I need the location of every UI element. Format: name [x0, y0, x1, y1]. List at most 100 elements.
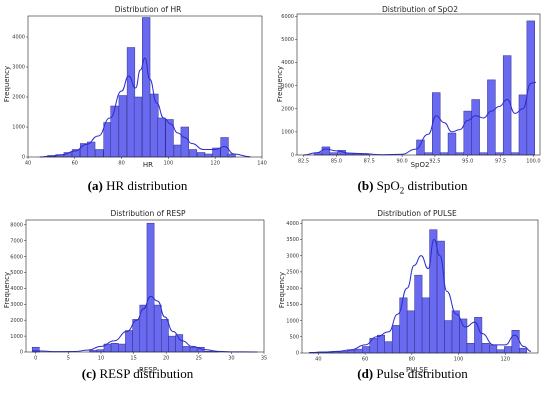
- x-tick-label: 30: [228, 356, 234, 362]
- x-tick-label: 100: [164, 161, 174, 167]
- x-tick-label: 87.5: [364, 159, 375, 165]
- y-tick-label: 1000: [281, 130, 294, 136]
- histogram-bar: [391, 325, 400, 354]
- caption-letter: (c): [81, 366, 97, 381]
- x-tick-label: 80: [118, 161, 124, 167]
- plot-area: 40 60 80 100 120 140 0 1000 2000 3000 4000: [12, 15, 267, 167]
- histogram-bar: [197, 152, 206, 158]
- histogram-bar: [132, 319, 141, 353]
- histogram-bar: [399, 297, 408, 354]
- plot-frame: [301, 219, 539, 354]
- plot-area: 40 60 80 100 120 0 500 1000 1500 2000 2500 3000 3500…: [286, 219, 539, 363]
- histogram-bar: [439, 152, 449, 156]
- caption-text: Pulse distribution: [376, 366, 468, 381]
- caption-suffix: distribution: [404, 178, 468, 193]
- histogram-bar: [125, 330, 133, 353]
- x-axis-label: RESP: [139, 366, 157, 374]
- histogram-bar: [489, 344, 498, 354]
- caption-letter: (b): [357, 178, 374, 193]
- x-tick-label: 140: [257, 161, 267, 167]
- x-tick-label: 20: [163, 356, 169, 362]
- histogram-bar: [321, 146, 331, 156]
- plot-frame: [25, 219, 265, 353]
- histogram-bar: [354, 348, 363, 354]
- x-tick-label: 97.5: [495, 159, 506, 165]
- histogram-bar: [455, 152, 465, 156]
- histogram-bar: [429, 229, 438, 354]
- histogram-bar: [96, 349, 105, 353]
- y-axis-label: Frequency: [3, 66, 11, 102]
- x-tick-label: 5: [67, 356, 70, 362]
- y-tick-label: 4000: [12, 35, 25, 41]
- y-axis-label: Frequency: [3, 272, 11, 308]
- y-tick-label: 3000: [286, 253, 299, 259]
- caption-letter: (d): [357, 366, 374, 381]
- histogram-bar: [421, 297, 430, 354]
- histogram-bar: [376, 334, 385, 354]
- histogram-bar: [496, 349, 505, 354]
- histogram-bar: [110, 343, 119, 353]
- kde-curve: [32, 295, 258, 353]
- y-tick-label: 2000: [281, 106, 294, 112]
- x-tick-label: 120: [210, 161, 220, 167]
- histogram-bar: [511, 330, 520, 354]
- x-tick-label: 82.5: [298, 159, 309, 165]
- y-tick-label: 6000: [281, 14, 294, 20]
- x-axis-label: SpO2: [411, 161, 430, 169]
- x-tick-label: 92.5: [429, 159, 440, 165]
- caption-sub: 2: [399, 185, 405, 196]
- caption-hr: (a) HR distribution: [0, 178, 275, 194]
- caption-text: HR distribution: [106, 178, 188, 193]
- histogram-bar: [126, 47, 136, 158]
- histogram-bar: [157, 117, 166, 158]
- histogram-bar: [180, 126, 189, 158]
- panel-spo2: Distribution of SpO2 SpO2 Frequency 82.5…: [275, 0, 550, 204]
- y-tick-label: 1500: [286, 302, 299, 308]
- histogram-bar: [487, 79, 496, 156]
- y-tick-label: 1000: [12, 125, 25, 131]
- histogram-bar: [432, 92, 441, 156]
- histogram-bar: [189, 346, 198, 353]
- panel-resp: Distribution of RESP RESP Frequency 0 5 10…: [0, 204, 275, 408]
- caption-letter: (a): [87, 178, 103, 193]
- x-tick-label: 15: [130, 356, 136, 362]
- y-tick-label: 1000: [286, 318, 299, 324]
- y-tick-label: 6000: [10, 254, 23, 260]
- y-axis-label: Frequency: [276, 66, 284, 102]
- y-tick-label: 7000: [10, 238, 23, 244]
- caption-spo2: (b) SpO2 distribution: [275, 178, 550, 196]
- histogram-bar: [168, 335, 176, 353]
- x-tick-label: 95.0: [462, 159, 473, 165]
- histogram-bar: [384, 341, 393, 354]
- histogram-bar: [146, 222, 155, 353]
- histogram-bar: [118, 95, 127, 158]
- y-tick-label: 3000: [281, 83, 294, 89]
- x-tick-label: 35: [261, 356, 267, 362]
- histogram-bar: [504, 346, 513, 354]
- x-tick-label: 100: [454, 357, 464, 363]
- histogram-bar: [519, 347, 528, 354]
- histogram-bar: [471, 99, 480, 156]
- histogram-bar: [182, 346, 191, 353]
- y-tick-label: 3000: [12, 65, 25, 71]
- y-tick-label: 5000: [281, 37, 294, 43]
- histogram-bar: [481, 343, 490, 354]
- plot-area: 82.5 85.0 87.5 90.0 92.5 95.0 97.5 100.0 0 1000 20…: [281, 13, 541, 165]
- histogram-bar: [95, 149, 104, 158]
- plot-frame: [296, 13, 541, 156]
- histogram-bar: [479, 152, 488, 156]
- x-tick-label: 10: [98, 356, 104, 362]
- x-tick-label: 25: [196, 356, 202, 362]
- histogram-bar: [510, 152, 520, 156]
- x-tick-label: 85.0: [331, 159, 342, 165]
- y-tick-label: 500: [289, 334, 299, 340]
- histogram-bar: [329, 152, 338, 156]
- histogram-bar: [80, 143, 89, 158]
- caption-resp: (c) RESP distribution: [0, 366, 275, 382]
- x-axis-label: HR: [143, 161, 153, 169]
- x-axis-label: PULSE: [406, 366, 428, 374]
- plot-area: 0 5 10 15 20 25 30 35 0 1000 2000 3000 4000 5000 6000 7…: [10, 219, 267, 362]
- chart-title: Distribution of PULSE: [377, 209, 457, 218]
- y-tick-label: 0: [291, 153, 294, 159]
- histogram-bar: [103, 122, 112, 158]
